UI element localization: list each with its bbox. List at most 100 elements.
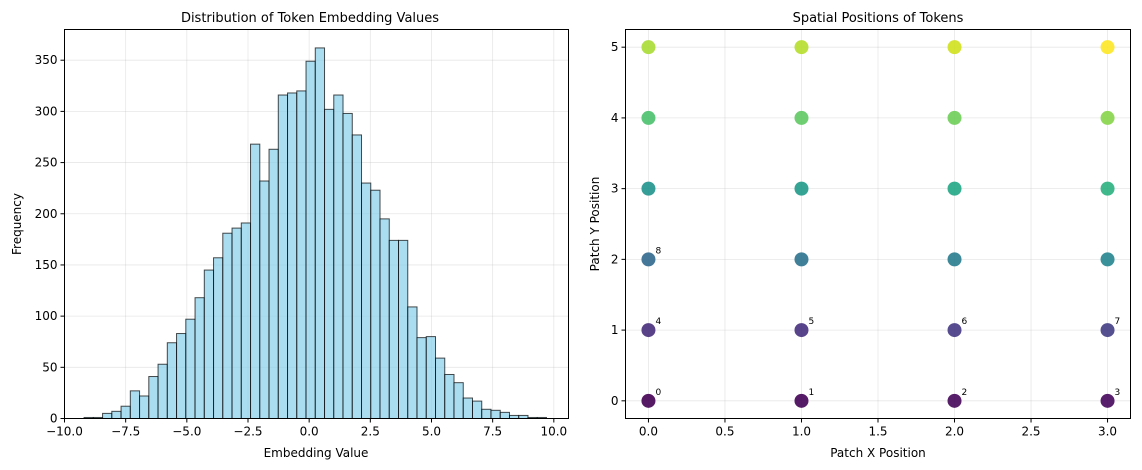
scatter-point xyxy=(1100,40,1115,55)
scatter-point xyxy=(794,323,809,338)
histogram-bar xyxy=(287,92,298,420)
scatter-title: Spatial Positions of Tokens xyxy=(793,11,964,26)
histogram-x-axis-label: Embedding Value xyxy=(264,446,369,460)
histogram-y-tick-label: 350 xyxy=(35,53,58,67)
scatter-points xyxy=(641,40,1115,408)
scatter-point xyxy=(947,323,962,338)
histogram-bar xyxy=(102,412,113,420)
histogram-bar xyxy=(342,112,353,419)
histogram-y-tick-label: 300 xyxy=(35,104,58,118)
histogram-bar xyxy=(471,400,483,420)
histogram-bar xyxy=(453,382,464,419)
scatter-panel: Spatial Positions of Tokens 0 1 2 3 4 5 6 7 8 0.… xyxy=(588,11,1131,460)
scatter-y-tick-label: 3 xyxy=(611,182,619,196)
scatter-point xyxy=(794,181,809,196)
histogram-bar xyxy=(324,108,335,419)
histogram-panel: Distribution of Token Embedding Values −… xyxy=(10,11,569,460)
histogram-bar xyxy=(388,239,400,419)
histogram-x-tick-label: 0.0 xyxy=(300,425,319,439)
histogram-bar xyxy=(499,411,510,419)
histogram-bar xyxy=(379,218,390,419)
histogram-bar xyxy=(462,397,473,419)
histogram-bar xyxy=(166,342,178,420)
scatter-point-label: 0 xyxy=(655,388,661,398)
histogram-x-tick-label: 2.5 xyxy=(361,425,380,439)
histogram-bar xyxy=(425,336,437,419)
histogram-bar xyxy=(120,405,131,419)
histogram-axes-frame xyxy=(64,29,569,419)
histogram-bar xyxy=(157,363,168,420)
histogram-bar xyxy=(305,60,316,419)
scatter-x-tick-label: 0.0 xyxy=(639,425,658,439)
histogram-bar xyxy=(407,306,418,420)
histogram-bar xyxy=(490,409,501,419)
scatter-point-label: 2 xyxy=(962,388,968,398)
scatter-point xyxy=(641,181,656,196)
histogram-bar xyxy=(314,47,326,419)
histogram-bar xyxy=(268,148,279,419)
histogram-title: Distribution of Token Embedding Values xyxy=(181,11,439,26)
histogram-bar xyxy=(148,376,159,420)
histogram-bar xyxy=(444,373,455,419)
histogram-y-tick-label: 250 xyxy=(35,156,58,170)
histogram-bar xyxy=(259,180,270,419)
scatter-point xyxy=(641,40,656,55)
histogram-x-tick-label: −10.0 xyxy=(46,425,83,439)
histogram-bar xyxy=(203,269,215,419)
scatter-point xyxy=(1100,323,1115,338)
scatter-point xyxy=(947,393,962,408)
scatter-point xyxy=(794,110,809,125)
scatter-point xyxy=(794,393,809,408)
histogram-y-tick-label: 50 xyxy=(42,360,57,374)
scatter-y-tick-label: 0 xyxy=(611,394,619,408)
scatter-y-ticks: 0 1 2 3 4 5 xyxy=(611,40,626,408)
histogram-bar xyxy=(194,297,205,419)
histogram-bar xyxy=(111,410,122,419)
scatter-point xyxy=(1100,181,1115,196)
scatter-y-axis-label: Patch Y Position xyxy=(588,177,602,272)
scatter-point xyxy=(947,252,962,267)
histogram-y-tick-label: 200 xyxy=(35,207,58,221)
scatter-x-tick-label: 1.0 xyxy=(792,425,811,439)
scatter-point xyxy=(641,393,656,408)
histogram-bars xyxy=(83,47,547,420)
histogram-bar xyxy=(398,239,409,419)
histogram-bar xyxy=(139,395,150,419)
scatter-x-tick-label: 1.5 xyxy=(868,425,887,439)
scatter-y-tick-label: 5 xyxy=(611,40,619,54)
scatter-y-tick-label: 1 xyxy=(611,323,619,337)
histogram-bar xyxy=(129,390,141,420)
histogram-y-ticks: 0 50 100 150 200 250 300 350 xyxy=(35,53,65,426)
scatter-point xyxy=(794,40,809,55)
histogram-bar xyxy=(250,143,261,420)
histogram-bar xyxy=(481,408,492,419)
histogram-x-tick-label: 10.0 xyxy=(540,425,567,439)
histogram-bar xyxy=(361,182,372,419)
histogram-bar xyxy=(416,337,427,419)
histogram-bar xyxy=(240,222,252,419)
scatter-point-label: 6 xyxy=(962,317,968,327)
histogram-y-tick-label: 100 xyxy=(35,309,58,323)
histogram-bar xyxy=(185,318,196,420)
scatter-x-tick-label: 0.5 xyxy=(715,425,734,439)
histogram-bar xyxy=(213,257,224,419)
histogram-x-tick-label: −5.0 xyxy=(172,425,201,439)
scatter-point xyxy=(794,252,809,267)
scatter-point xyxy=(947,181,962,196)
scatter-point xyxy=(641,252,656,267)
scatter-point-label: 4 xyxy=(655,317,661,327)
scatter-point-label: 7 xyxy=(1115,317,1121,327)
scatter-point xyxy=(947,40,962,55)
scatter-x-ticks: 0.0 0.5 1.0 1.5 2.0 2.5 3.0 xyxy=(639,418,1117,439)
scatter-point xyxy=(1100,252,1115,267)
scatter-point-labels: 0 1 2 3 4 5 6 7 8 xyxy=(655,246,1120,397)
scatter-x-tick-label: 3.0 xyxy=(1098,425,1117,439)
histogram-bar xyxy=(176,333,187,419)
histogram-x-tick-label: −2.5 xyxy=(233,425,262,439)
histogram-x-tick-label: 7.5 xyxy=(483,425,502,439)
histogram-bar xyxy=(296,90,307,419)
scatter-point xyxy=(1100,393,1115,408)
scatter-point xyxy=(641,323,656,338)
scatter-grid xyxy=(625,29,1131,419)
histogram-bar xyxy=(277,94,289,420)
